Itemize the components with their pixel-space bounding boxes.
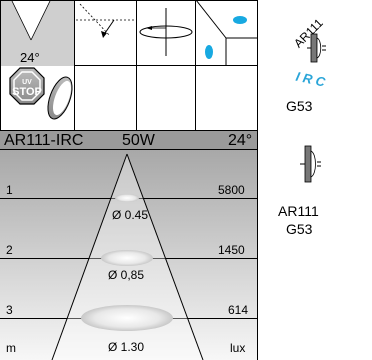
beam-diagram — [0, 150, 257, 360]
rotation-icon — [139, 8, 193, 56]
ceiling-mount-icon — [76, 3, 136, 38]
distance-label: 2 — [6, 243, 13, 257]
svg-text:STOP: STOP — [12, 86, 42, 98]
svg-text:I R C: I R C — [294, 69, 327, 90]
lamp-name-label: AR111 — [278, 203, 319, 219]
lux-unit-label: lux — [230, 341, 246, 355]
lux-value: 614 — [228, 303, 249, 317]
power-label: 50W — [122, 132, 155, 149]
spec-header: AR111-IRC 50W 24° — [0, 130, 257, 150]
uv-stop-icon: UV STOP — [9, 67, 45, 105]
diameter-label: Ø 0.45 — [112, 208, 149, 222]
base-type-label: G53 — [286, 221, 313, 237]
base-type-label: G53 — [286, 98, 313, 114]
diameter-label: Ø 0,85 — [108, 268, 145, 282]
ar111-lamp-icon — [300, 145, 321, 183]
column-divider — [257, 0, 258, 360]
wall-corner-icon — [195, 0, 258, 65]
model-label: AR111-IRC — [4, 132, 84, 149]
lux-value: 1450 — [218, 243, 245, 257]
svg-text:UV: UV — [22, 79, 32, 86]
angle-label: 24° — [228, 132, 253, 149]
ar111-irc-lamp-icon: AR111 I R C — [291, 16, 327, 90]
distance-label: 3 — [6, 303, 13, 317]
distance-unit-label: m — [6, 341, 16, 355]
beam-angle-icon: 24° — [1, 0, 74, 66]
glass-disc-icon — [47, 76, 73, 120]
distance-label: 1 — [6, 183, 13, 197]
diameter-label: Ø 1.30 — [108, 340, 145, 354]
lux-value: 5800 — [218, 183, 245, 197]
beam-angle-label: 24° — [20, 50, 40, 65]
icon-grid: 24° UV STOP — [0, 0, 258, 131]
